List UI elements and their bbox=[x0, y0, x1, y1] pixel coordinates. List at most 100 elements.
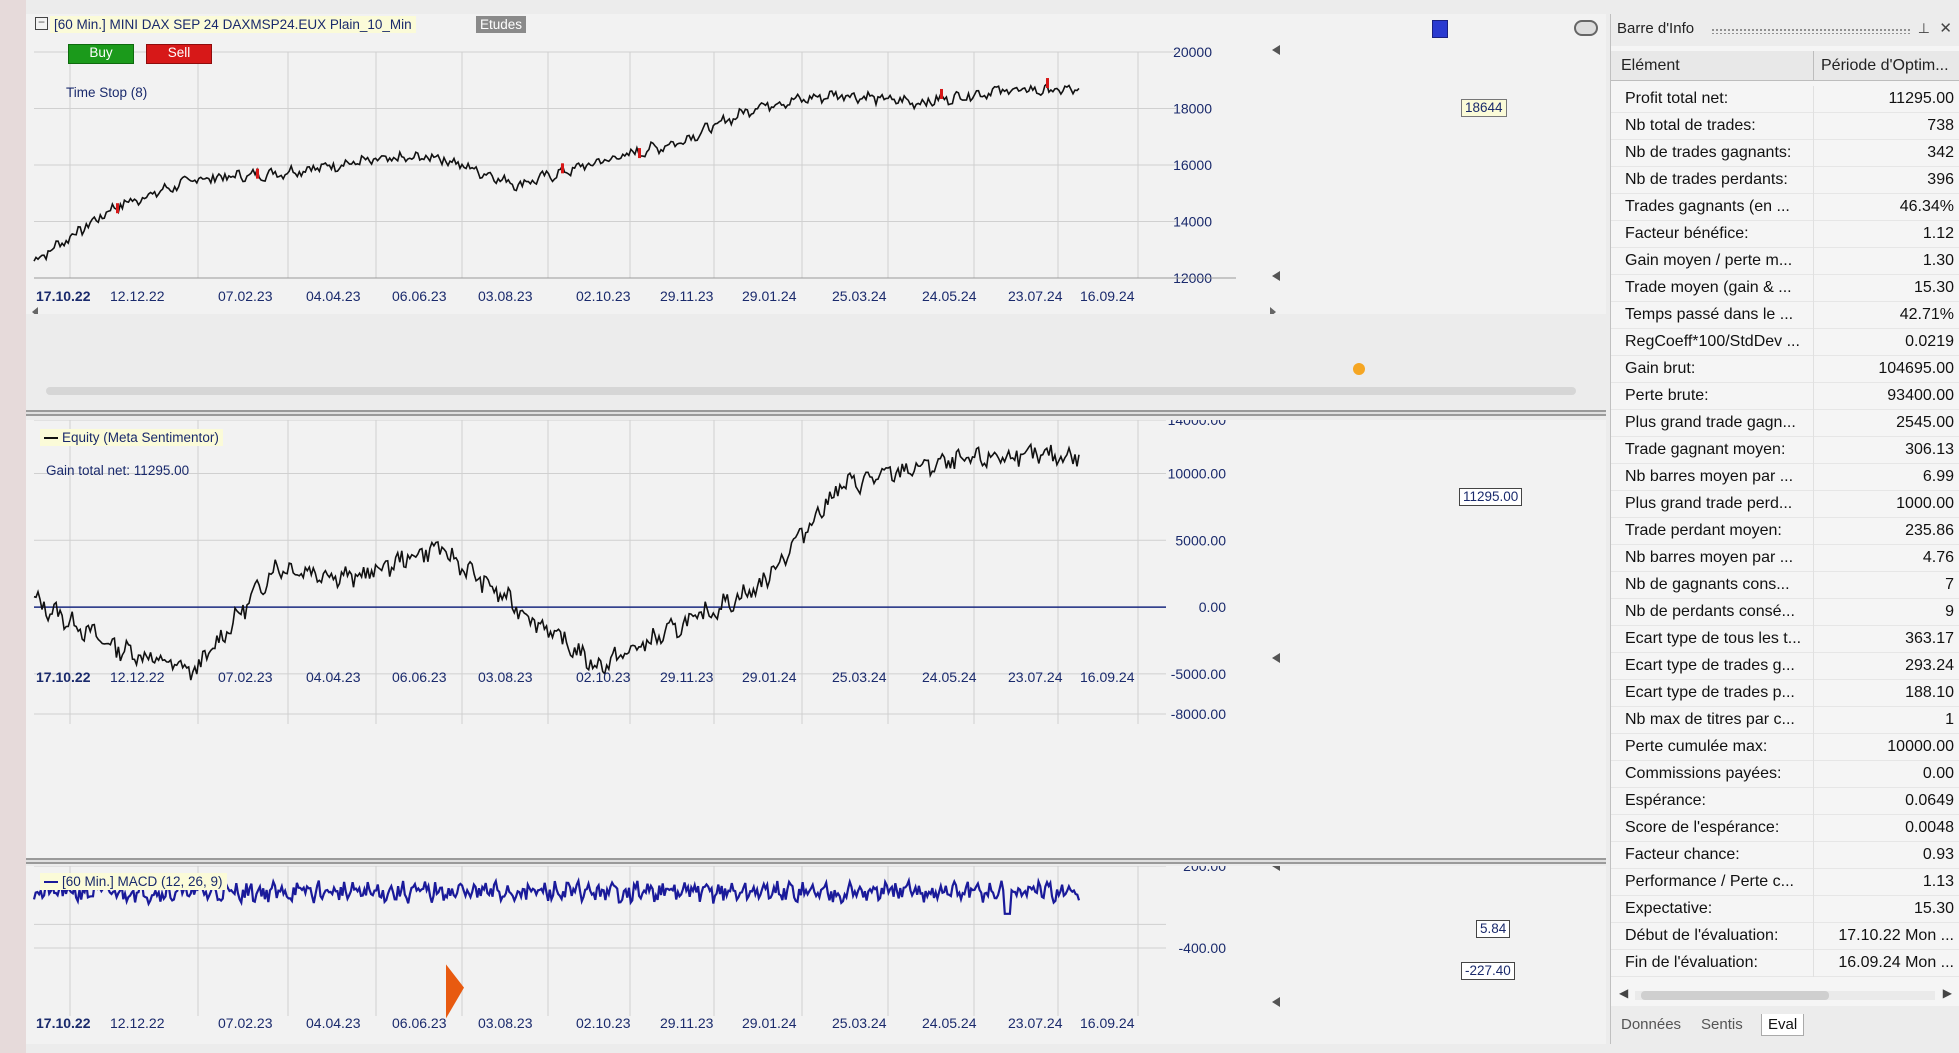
etudes-button[interactable]: Etudes bbox=[476, 16, 527, 33]
table-row[interactable]: Profit total net: 11295.00 bbox=[1611, 86, 1959, 113]
table-row[interactable]: Début de l'évaluation: 17.10.22 Mon ... bbox=[1611, 923, 1959, 950]
table-row[interactable]: Facteur bénéfice: 1.12 bbox=[1611, 221, 1959, 248]
row-label: Plus grand trade gagn... bbox=[1625, 414, 1796, 431]
macd-pane[interactable]: 200.00 -400.00 17.10.22 12.12.22 07.02.23 04.… bbox=[26, 866, 1606, 1044]
tab-donnees[interactable]: Données bbox=[1621, 1016, 1682, 1033]
row-divider bbox=[1813, 383, 1814, 410]
pane-separator-2[interactable] bbox=[26, 858, 1606, 864]
table-row[interactable]: Nb max de titres par c... 1 bbox=[1611, 707, 1959, 734]
table-row[interactable]: Perte cumulée max: 10000.00 bbox=[1611, 734, 1959, 761]
down-candle-mark bbox=[116, 203, 119, 214]
tab-eval[interactable]: Eval bbox=[1761, 1014, 1805, 1036]
row-label: Nb de trades perdants: bbox=[1625, 171, 1788, 188]
sell-button[interactable]: Sell bbox=[146, 44, 212, 64]
table-row[interactable]: Trade moyen (gain & ... 15.30 bbox=[1611, 275, 1959, 302]
equity-date-label: 29.01.24 bbox=[742, 669, 797, 685]
table-row[interactable]: Commissions payées: 0.00 bbox=[1611, 761, 1959, 788]
row-label: RegCoeff*100/StdDev ... bbox=[1625, 333, 1800, 350]
table-row[interactable]: Nb barres moyen par ... 6.99 bbox=[1611, 464, 1959, 491]
info-panel-titlebar[interactable]: Barre d'Info ⊥ ✕ bbox=[1611, 14, 1959, 46]
row-divider bbox=[1813, 356, 1814, 383]
row-label: Nb total de trades: bbox=[1625, 117, 1756, 134]
row-divider bbox=[1813, 464, 1814, 491]
instrument-label[interactable]: [60 Min.] MINI DAX SEP 24 DAXMSP24.EUX P… bbox=[50, 16, 416, 33]
price-date-label: 29.01.24 bbox=[742, 288, 797, 304]
row-divider bbox=[1813, 896, 1814, 923]
grid-icon[interactable] bbox=[1432, 20, 1448, 38]
close-icon[interactable]: ✕ bbox=[1939, 20, 1952, 37]
drag-handle[interactable] bbox=[1711, 28, 1911, 34]
row-value: 7 bbox=[1945, 576, 1954, 593]
info-hscroll[interactable]: ◀ ▶ bbox=[1617, 986, 1954, 1002]
table-row[interactable]: Nb de perdants consé... 9 bbox=[1611, 599, 1959, 626]
table-row[interactable]: Trade perdant moyen: 235.86 bbox=[1611, 518, 1959, 545]
column-header-element[interactable]: Elément bbox=[1621, 57, 1680, 74]
equity-date-label: 02.10.23 bbox=[576, 669, 631, 685]
row-divider bbox=[1813, 761, 1814, 788]
row-divider bbox=[1813, 545, 1814, 572]
table-row[interactable]: Ecart type de trades p... 188.10 bbox=[1611, 680, 1959, 707]
table-row[interactable]: Trades gagnants (en ... 46.34% bbox=[1611, 194, 1959, 221]
y-tick-label: 200.00 bbox=[1183, 866, 1226, 874]
row-value: 363.17 bbox=[1905, 630, 1954, 647]
pane-separator-1[interactable] bbox=[26, 410, 1606, 416]
row-divider bbox=[1813, 491, 1814, 518]
column-header-period[interactable]: Période d'Optim... bbox=[1821, 57, 1949, 74]
table-row[interactable]: RegCoeff*100/StdDev ... 0.0219 bbox=[1611, 329, 1959, 356]
row-label: Expectative: bbox=[1625, 900, 1713, 917]
table-row[interactable]: Nb de trades gagnants: 342 bbox=[1611, 140, 1959, 167]
table-row[interactable]: Ecart type de trades g... 293.24 bbox=[1611, 653, 1959, 680]
table-row[interactable]: Trade gagnant moyen: 306.13 bbox=[1611, 437, 1959, 464]
column-divider[interactable] bbox=[1813, 51, 1814, 81]
equity-pane[interactable]: 14000.00 10000.00 5000.00 0.00 -5000.00 -8000… bbox=[26, 420, 1606, 860]
table-row[interactable]: Facteur chance: 0.93 bbox=[1611, 842, 1959, 869]
pin-icon[interactable]: ⊥ bbox=[1917, 20, 1930, 36]
link-icon[interactable] bbox=[1574, 20, 1598, 36]
y-tick-label: 20000 bbox=[1173, 44, 1212, 60]
row-divider bbox=[1813, 707, 1814, 734]
price-series-line bbox=[33, 82, 1080, 262]
row-label: Perte brute: bbox=[1625, 387, 1709, 404]
table-row[interactable]: Gain brut: 104695.00 bbox=[1611, 356, 1959, 383]
row-divider bbox=[1813, 275, 1814, 302]
row-value: 2545.00 bbox=[1896, 414, 1954, 431]
row-value: 342 bbox=[1927, 144, 1954, 161]
equity-date-label: 03.08.23 bbox=[478, 669, 533, 685]
row-value: 42.71% bbox=[1899, 306, 1954, 323]
table-row[interactable]: Nb total de trades: 738 bbox=[1611, 113, 1959, 140]
table-row[interactable]: Plus grand trade gagn... 2545.00 bbox=[1611, 410, 1959, 437]
row-label: Trade perdant moyen: bbox=[1625, 522, 1782, 539]
price-pane[interactable]: 20000 18000 16000 14000 12000 17.10.22 12.12.2… bbox=[26, 14, 1606, 314]
collapse-icon[interactable]: − bbox=[35, 16, 48, 30]
row-label: Facteur bénéfice: bbox=[1625, 225, 1749, 242]
macd-date-label: 29.01.24 bbox=[742, 1015, 797, 1031]
tab-sentis[interactable]: Sentis bbox=[1701, 1016, 1743, 1033]
table-row[interactable]: Expectative: 15.30 bbox=[1611, 896, 1959, 923]
buy-button[interactable]: Buy bbox=[68, 44, 134, 64]
price-hscroll[interactable] bbox=[46, 387, 1576, 395]
row-label: Profit total net: bbox=[1625, 90, 1729, 107]
row-value: 15.30 bbox=[1913, 279, 1954, 296]
info-scroll-thumb[interactable] bbox=[1641, 991, 1829, 1000]
table-row[interactable]: Fin de l'évaluation: 16.09.24 Mon ... bbox=[1611, 950, 1959, 977]
scale-marker-icon bbox=[1272, 45, 1280, 55]
macd-date-label: 23.07.24 bbox=[1008, 1015, 1063, 1031]
row-value: 10000.00 bbox=[1887, 738, 1954, 755]
table-row[interactable]: Plus grand trade perd... 1000.00 bbox=[1611, 491, 1959, 518]
row-divider bbox=[1813, 86, 1814, 113]
table-row[interactable]: Ecart type de tous les t... 363.17 bbox=[1611, 626, 1959, 653]
table-row[interactable]: Score de l'espérance: 0.0048 bbox=[1611, 815, 1959, 842]
table-row[interactable]: Perte brute: 93400.00 bbox=[1611, 383, 1959, 410]
scroll-right-icon[interactable]: ▶ bbox=[1942, 986, 1952, 1000]
table-row[interactable]: Performance / Perte c... 1.13 bbox=[1611, 869, 1959, 896]
price-date-label: 16.09.24 bbox=[1080, 288, 1135, 304]
table-row[interactable]: Temps passé dans le ... 42.71% bbox=[1611, 302, 1959, 329]
table-row[interactable]: Nb barres moyen par ... 4.76 bbox=[1611, 545, 1959, 572]
macd-title[interactable]: [60 Min.] MACD (12, 26, 9) bbox=[40, 873, 227, 890]
table-row[interactable]: Espérance: 0.0649 bbox=[1611, 788, 1959, 815]
scroll-left-icon[interactable]: ◀ bbox=[1619, 986, 1629, 1000]
equity-title[interactable]: Equity (Meta Sentimentor) bbox=[40, 429, 223, 446]
table-row[interactable]: Gain moyen / perte m... 1.30 bbox=[1611, 248, 1959, 275]
table-row[interactable]: Nb de trades perdants: 396 bbox=[1611, 167, 1959, 194]
table-row[interactable]: Nb de gagnants cons... 7 bbox=[1611, 572, 1959, 599]
